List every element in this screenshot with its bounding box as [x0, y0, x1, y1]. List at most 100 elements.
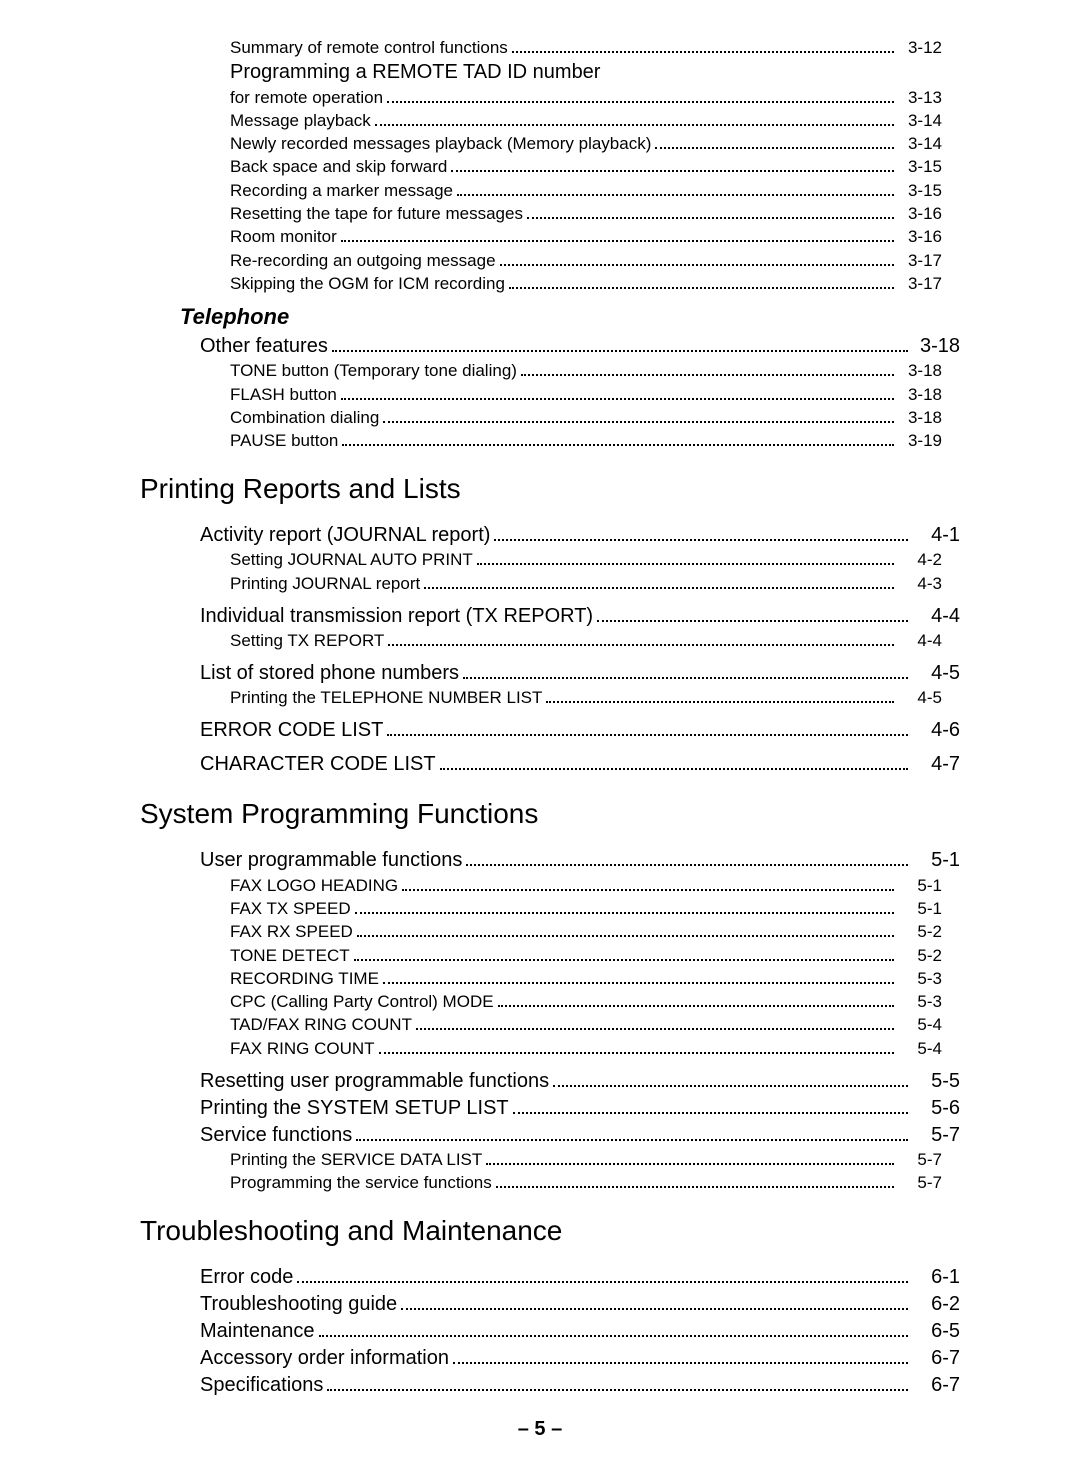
toc-entry: Setting TX REPORT4-4 [230, 631, 990, 651]
toc-entry: Troubleshooting guide6-2 [200, 1292, 960, 1316]
toc-entry: CHARACTER CODE LIST4-7 [200, 752, 960, 776]
toc-entry-label: TONE DETECT [230, 946, 350, 966]
toc-leader-dots [512, 38, 894, 53]
toc-entry-page: 5-3 [898, 992, 942, 1012]
toc-entry-label: Room monitor [230, 227, 337, 247]
toc-entry-label: TAD/FAX RING COUNT [230, 1015, 412, 1035]
toc-block: User programmable functions5-1FAX LOGO H… [140, 848, 900, 1058]
toc-block: Activity report (JOURNAL report)4-1Setti… [140, 523, 900, 594]
toc-entry: Printing the SERVICE DATA LIST5-7 [230, 1150, 990, 1170]
toc-entry-label: CHARACTER CODE LIST [200, 753, 436, 776]
toc-entry: PAUSE button3-19 [230, 431, 990, 451]
toc-entry: Printing the TELEPHONE NUMBER LIST4-5 [230, 688, 990, 708]
toc-entry-page: 4-6 [912, 719, 960, 742]
toc-leader-dots [388, 631, 894, 646]
toc-entry: ERROR CODE LIST 4-6 [200, 718, 960, 742]
toc-entry-page: 4-2 [898, 550, 942, 570]
toc-leader-dots [463, 661, 908, 679]
toc-entry-label: ERROR CODE LIST [200, 719, 383, 742]
toc-entry-page: 4-3 [898, 574, 942, 594]
toc-entry-label: Setting JOURNAL AUTO PRINT [230, 550, 473, 570]
toc-entry-page: 3-18 [898, 408, 942, 428]
toc-entry-label: Specifications [200, 1374, 323, 1397]
toc-entry-page: 6-5 [912, 1320, 960, 1343]
heading-trouble: Troubleshooting and Maintenance [140, 1215, 900, 1247]
toc-entry-label: TONE button (Temporary tone dialing) [230, 361, 517, 381]
toc-entry-page: 5-4 [898, 1039, 942, 1059]
toc-leader-dots [500, 250, 894, 265]
toc-entry: Room monitor 3-16 [230, 227, 990, 247]
toc-entry: Programming a REMOTE TAD ID number [230, 61, 990, 84]
toc-entry: FAX RX SPEED5-2 [230, 922, 990, 942]
toc-entry: Resetting the tape for future messages3-… [230, 204, 990, 224]
toc-entry-label: List of stored phone numbers [200, 662, 459, 685]
toc-entry-label: Printing the SYSTEM SETUP LIST [200, 1097, 509, 1120]
toc-entry: Maintenance6-5 [200, 1319, 960, 1343]
heading-telephone: Telephone [180, 304, 900, 330]
toc-leader-dots [597, 604, 908, 622]
toc-entry-label: Accessory order information [200, 1347, 449, 1370]
toc-entry: Error code6-1 [200, 1265, 960, 1289]
toc-entry: List of stored phone numbers4-5 [200, 661, 960, 685]
toc-leader-dots [453, 1346, 908, 1364]
toc-entry: Back space and skip forward3-15 [230, 157, 990, 177]
toc-entry-page: 5-1 [898, 876, 942, 896]
toc-entry-label: Message playback [230, 111, 371, 131]
toc-entry: TAD/FAX RING COUNT5-4 [230, 1015, 990, 1035]
toc-entry: Specifications6-7 [200, 1373, 960, 1397]
toc-entry: Recording a marker message3-15 [230, 180, 990, 200]
toc-block: List of stored phone numbers4-5Printing … [140, 661, 900, 708]
toc-block-trouble: Error code6-1Troubleshooting guide6-2Mai… [140, 1265, 900, 1397]
toc-entry: FAX TX SPEED5-1 [230, 899, 990, 919]
toc-entry: Newly recorded messages playback (Memory… [230, 134, 990, 154]
heading-system: System Programming Functions [140, 798, 900, 830]
toc-leader-dots [341, 384, 894, 399]
toc-leader-dots [319, 1319, 908, 1337]
toc-entry-label: Error code [200, 1266, 293, 1289]
toc-leader-dots [332, 334, 908, 352]
toc-entry-page: 3-18 [898, 361, 942, 381]
toc-section-printing: Activity report (JOURNAL report)4-1Setti… [140, 523, 900, 776]
toc-entry: TONE button (Temporary tone dialing) 3-18 [230, 361, 990, 381]
toc-entry: Programming the service functions5-7 [230, 1173, 990, 1193]
toc-entry-page: 3-13 [898, 88, 942, 108]
toc-entry: Printing the SYSTEM SETUP LIST5-6 [200, 1096, 960, 1120]
toc-entry-page: 3-19 [898, 431, 942, 451]
toc-entry-page: 3-16 [898, 227, 942, 247]
toc-block-remote: Summary of remote control functions3-12P… [140, 38, 900, 294]
toc-entry-page: 3-14 [898, 134, 942, 154]
toc-leader-dots [341, 227, 894, 242]
toc-leader-dots [342, 431, 894, 446]
toc-leader-dots [383, 969, 894, 984]
toc-block-telephone: Other features3-18TONE button (Temporary… [140, 334, 900, 451]
toc-entry-page: 4-4 [912, 605, 960, 628]
toc-block: Individual transmission report (TX REPOR… [140, 604, 900, 651]
toc-entry: Activity report (JOURNAL report)4-1 [200, 523, 960, 547]
toc-entry-page: 4-4 [898, 631, 942, 651]
toc-entry-label: Service functions [200, 1124, 352, 1147]
toc-entry: Service functions5-7 [200, 1123, 960, 1147]
page-number: – 5 – [0, 1418, 1080, 1441]
toc-entry: Accessory order information 6-7 [200, 1346, 960, 1370]
toc-entry-label: Activity report (JOURNAL report) [200, 524, 490, 547]
toc-entry-page: 3-18 [898, 385, 942, 405]
toc-entry: Other features3-18 [200, 334, 960, 358]
toc-entry: RECORDING TIME5-3 [230, 969, 990, 989]
toc-entry-label: Troubleshooting guide [200, 1293, 397, 1316]
toc-entry-page: 6-7 [912, 1347, 960, 1370]
toc-entry: CPC (Calling Party Control) MODE5-3 [230, 992, 990, 1012]
toc-leader-dots [527, 204, 894, 219]
toc-entry-label: Recording a marker message [230, 181, 453, 201]
toc-entry-label: Summary of remote control functions [230, 38, 508, 58]
toc-block: CHARACTER CODE LIST4-7 [140, 752, 900, 776]
toc-entry-label: RECORDING TIME [230, 969, 379, 989]
toc-entry-label: FAX RX SPEED [230, 922, 353, 942]
toc-entry-label: Back space and skip forward [230, 157, 447, 177]
toc-entry-page: 3-12 [898, 38, 942, 58]
toc-entry-label: Re-recording an outgoing message [230, 251, 496, 271]
toc-entry: Summary of remote control functions 3-12 [230, 38, 990, 58]
toc-leader-dots [297, 1265, 908, 1283]
toc-entry-label: Newly recorded messages playback (Memory… [230, 134, 651, 154]
toc-entry: FAX RING COUNT5-4 [230, 1038, 990, 1058]
toc-entry: Setting JOURNAL AUTO PRINT 4-2 [230, 550, 990, 570]
